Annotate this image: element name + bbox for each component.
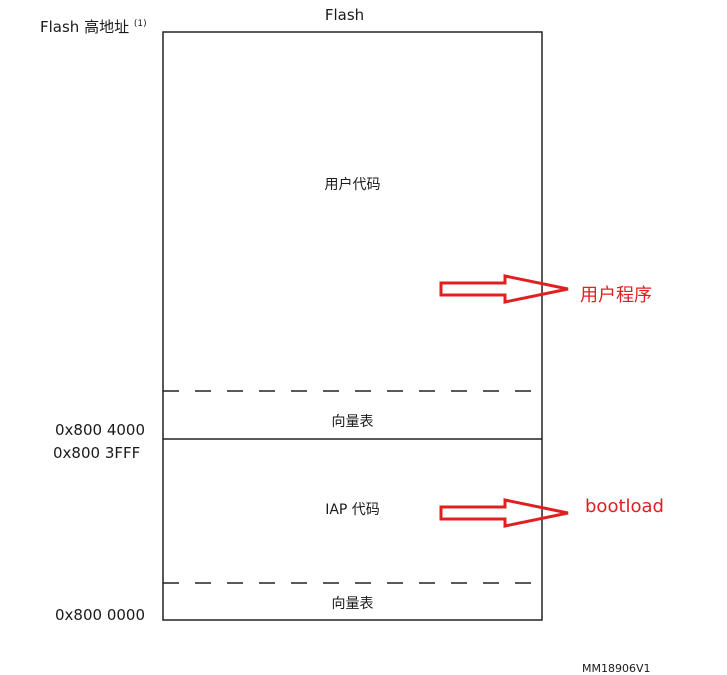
iap-code-label: IAP 代码	[325, 502, 380, 518]
flash-block-outline	[162, 31, 543, 621]
user-program-annotation: 用户程序	[580, 285, 652, 306]
high-address-text: Flash 高地址	[40, 18, 130, 36]
footnote-marker: (1)	[133, 19, 147, 29]
lower-vector-table-label: 向量表	[331, 596, 374, 612]
address-iap-end: 0x800 3FFF	[53, 444, 141, 462]
flash-title: Flash	[324, 6, 365, 24]
address-user-start: 0x800 4000	[55, 421, 145, 439]
user-program-arrow	[439, 274, 569, 304]
upper-vector-table-label: 向量表	[331, 414, 374, 430]
figure-id: MM18906V1	[582, 662, 651, 675]
user-code-label: 用户代码	[324, 177, 381, 193]
address-base: 0x800 0000	[55, 606, 145, 624]
bootload-arrow	[439, 498, 569, 528]
bootload-annotation: bootload	[585, 496, 664, 517]
high-address-label: Flash 高地址 (1)	[40, 16, 147, 37]
